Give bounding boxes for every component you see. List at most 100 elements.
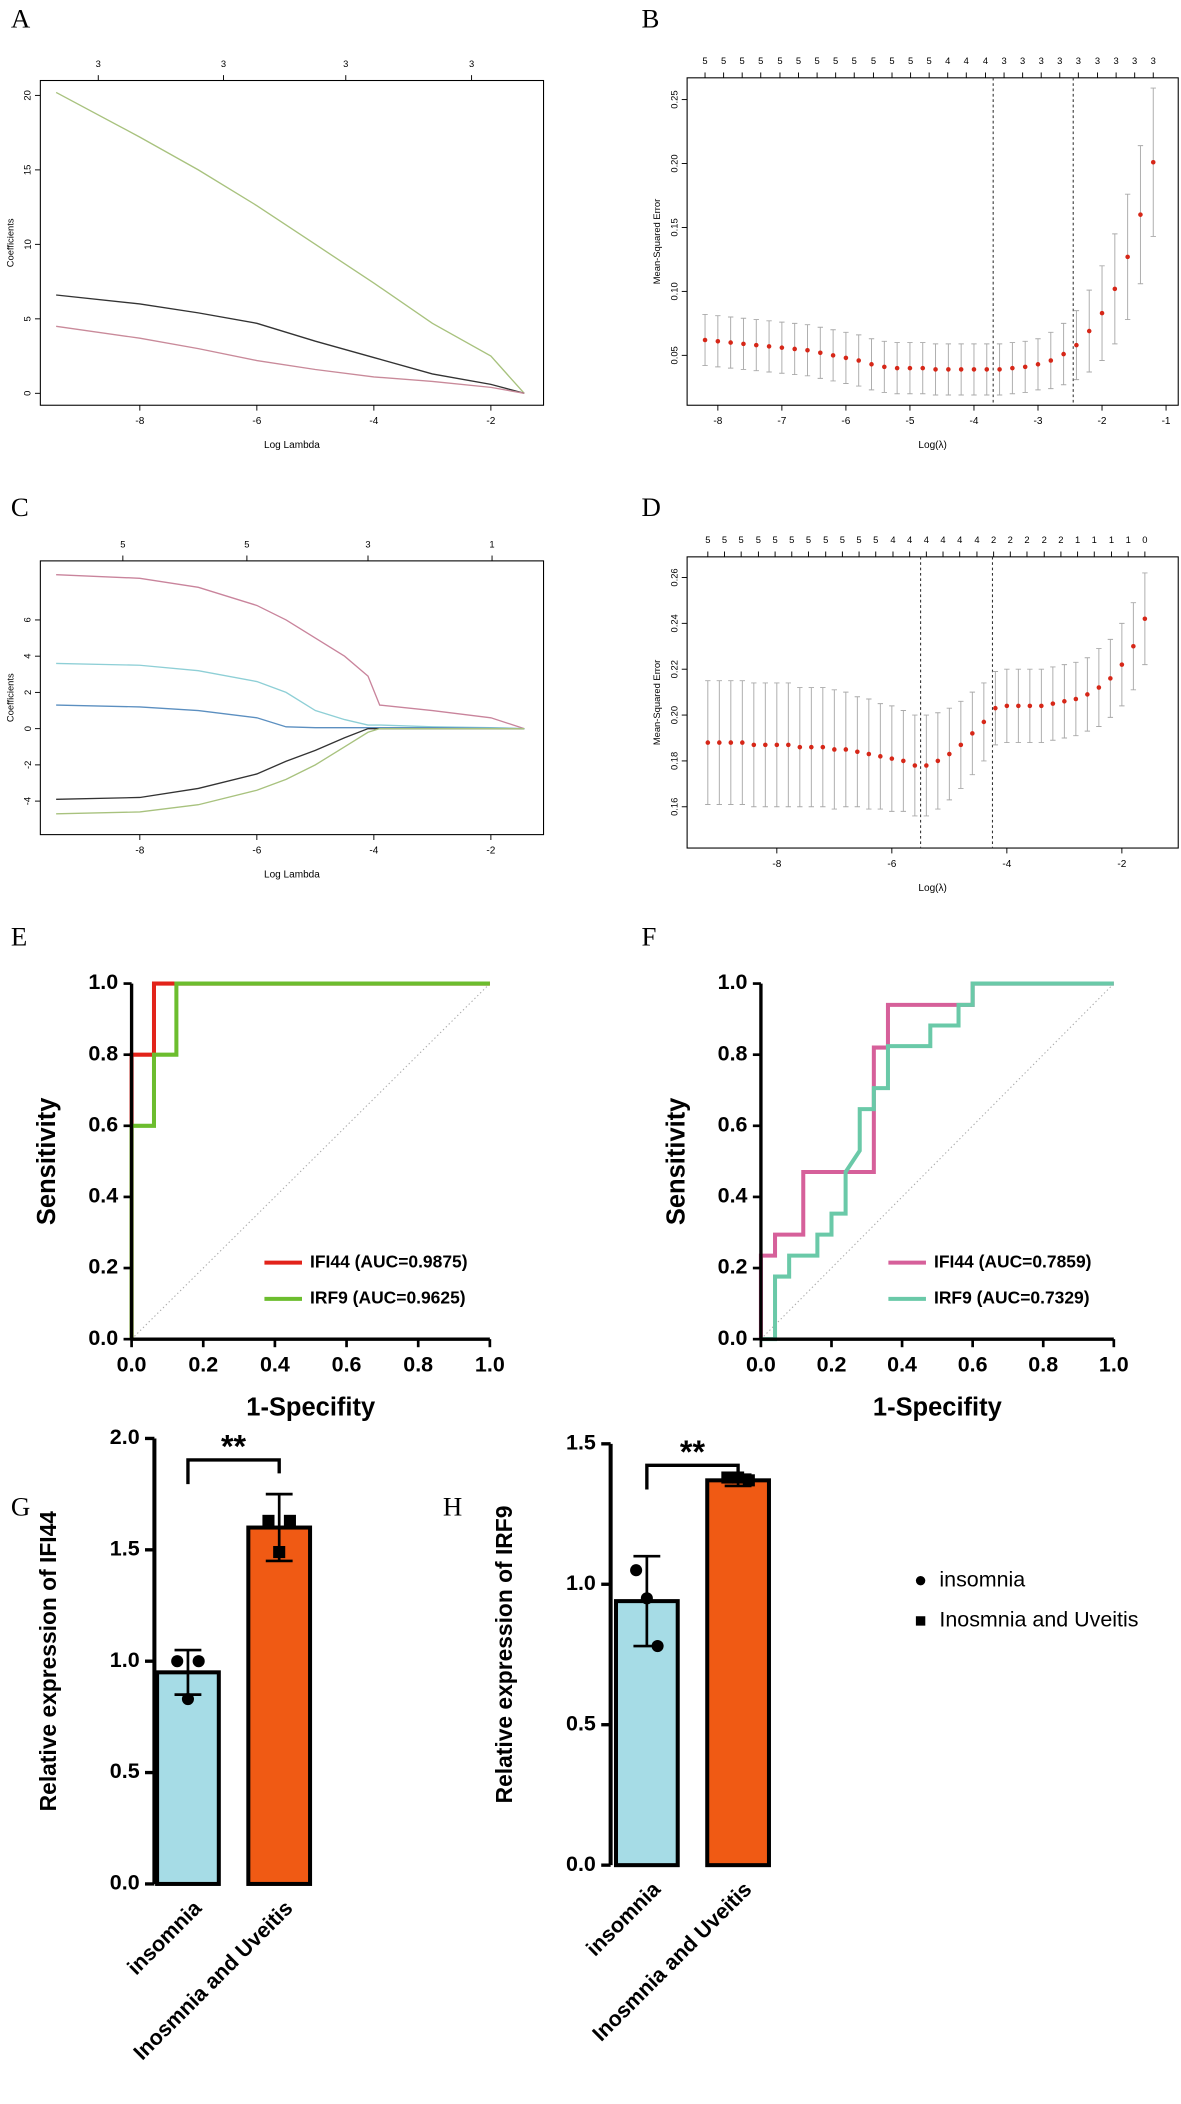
top-tick-label: 5 <box>873 534 878 545</box>
data-point <box>630 1564 643 1577</box>
mse-point <box>1074 342 1079 348</box>
coef-line <box>56 573 525 730</box>
legend-label: IRF9 (AUC=0.7329) <box>934 1288 1090 1308</box>
y-tick-label: 1.0 <box>88 970 118 994</box>
top-tick-label: 3 <box>365 538 370 549</box>
top-tick-label: 5 <box>833 55 838 66</box>
x-axis-label: 1-Specifity <box>873 1394 1003 1422</box>
top-tick-label: 3 <box>96 58 101 69</box>
x-tick-label: -2 <box>486 416 495 427</box>
y-tick-label: 0.8 <box>718 1041 748 1065</box>
x-tick-label: -5 <box>905 416 914 427</box>
mse-point <box>820 744 826 750</box>
mse-point <box>894 365 900 371</box>
top-tick-label: 5 <box>814 55 819 66</box>
top-tick-label: 2 <box>1024 534 1029 545</box>
roc-curve <box>760 981 1114 1342</box>
mse-point <box>1138 212 1143 217</box>
y-axis-label: Mean-Squared Error <box>651 199 662 284</box>
top-tick-label: 1 <box>1092 534 1097 545</box>
bar <box>246 1525 313 1886</box>
y-tick-label: 0.22 <box>669 660 680 678</box>
x-axis-label: Log(λ) <box>918 883 946 894</box>
top-tick-label: 5 <box>789 534 794 545</box>
x-tick-label: -7 <box>777 416 786 427</box>
y-tick-label: 0 <box>22 726 33 731</box>
top-tick-label: 1 <box>489 538 494 549</box>
x-tick-label: Inosmnia and Uveitis <box>129 1896 298 2065</box>
y-tick-label: 0.20 <box>669 154 680 172</box>
mse-point <box>878 754 883 759</box>
x-tick-label: -2 <box>1098 416 1107 427</box>
data-point <box>181 1693 194 1706</box>
legend-label: IFI44 (AUC=0.7859) <box>934 1251 1092 1271</box>
x-tick-label: 0.8 <box>1028 1353 1058 1377</box>
coef-line <box>56 325 525 394</box>
data-point <box>742 1474 755 1487</box>
mse-point <box>763 742 768 748</box>
plot-frame <box>686 556 1179 849</box>
mse-point <box>809 744 814 750</box>
x-tick-label: 0.6 <box>958 1353 988 1377</box>
significance-label: ** <box>221 1429 247 1465</box>
mse-point <box>774 742 780 748</box>
mse-point <box>993 705 998 711</box>
mse-point <box>830 353 836 358</box>
top-tick-label: 3 <box>1132 55 1137 66</box>
y-tick-label: 0.0 <box>718 1326 748 1350</box>
x-tick-label: -6 <box>841 416 850 427</box>
top-tick-label: 5 <box>856 534 861 545</box>
top-tick-label: 4 <box>907 534 912 545</box>
mse-point <box>958 742 964 748</box>
panel-label: F <box>641 921 656 951</box>
x-tick-label: -6 <box>887 859 896 870</box>
y-tick-label: 1.0 <box>566 1571 596 1595</box>
mse-point <box>981 719 987 725</box>
x-tick-label: 0.0 <box>117 1353 147 1377</box>
top-tick-label: 1 <box>1126 534 1131 545</box>
mse-point <box>920 365 926 371</box>
plot-frame <box>686 77 1179 406</box>
top-tick-label: 3 <box>1057 55 1062 66</box>
mse-point <box>1125 254 1130 260</box>
mse-point <box>741 341 746 347</box>
y-tick-label: 0.05 <box>669 346 680 364</box>
mse-point <box>1099 310 1105 316</box>
top-tick-label: 5 <box>772 534 777 545</box>
top-tick-label: 5 <box>739 534 744 545</box>
legend-label: IRF9 (AUC=0.9625) <box>310 1288 466 1308</box>
top-tick-label: 5 <box>758 55 763 66</box>
mse-point <box>1150 159 1156 165</box>
y-tick-label: 0.6 <box>718 1112 748 1136</box>
mse-point <box>705 740 711 745</box>
mse-point <box>882 364 887 370</box>
y-tick-label: 5 <box>22 316 33 321</box>
significance-bracket <box>645 1463 740 1490</box>
coef-line <box>56 727 525 800</box>
mse-point <box>946 367 951 372</box>
top-tick-label: 5 <box>120 538 125 549</box>
mse-point <box>958 367 964 372</box>
top-tick-label: 3 <box>1020 55 1025 66</box>
y-tick-label: 0.2 <box>718 1255 748 1279</box>
panel-label: A <box>11 4 31 34</box>
diagonal <box>760 983 1115 1340</box>
legend-marker <box>915 1575 926 1586</box>
mse-point <box>947 751 952 757</box>
x-tick-label: -8 <box>135 416 144 427</box>
top-tick-label: 4 <box>945 55 950 66</box>
y-axis-label: Mean-Squared Error <box>651 660 662 745</box>
y-axis-label: Sensitivity <box>662 1097 690 1225</box>
coef-line <box>55 91 525 394</box>
x-tick-label: -8 <box>772 859 781 870</box>
mse-point <box>1119 662 1125 667</box>
top-tick-label: 4 <box>924 534 929 545</box>
top-tick-label: 5 <box>852 55 857 66</box>
mse-point <box>901 758 906 764</box>
legend-label: insomnia <box>939 1567 1025 1591</box>
mse-point <box>912 763 918 768</box>
mse-point <box>792 346 797 352</box>
y-axis-label: Coefficients <box>4 218 15 267</box>
mse-point <box>1108 676 1113 681</box>
x-tick-label: 0.6 <box>332 1353 362 1377</box>
